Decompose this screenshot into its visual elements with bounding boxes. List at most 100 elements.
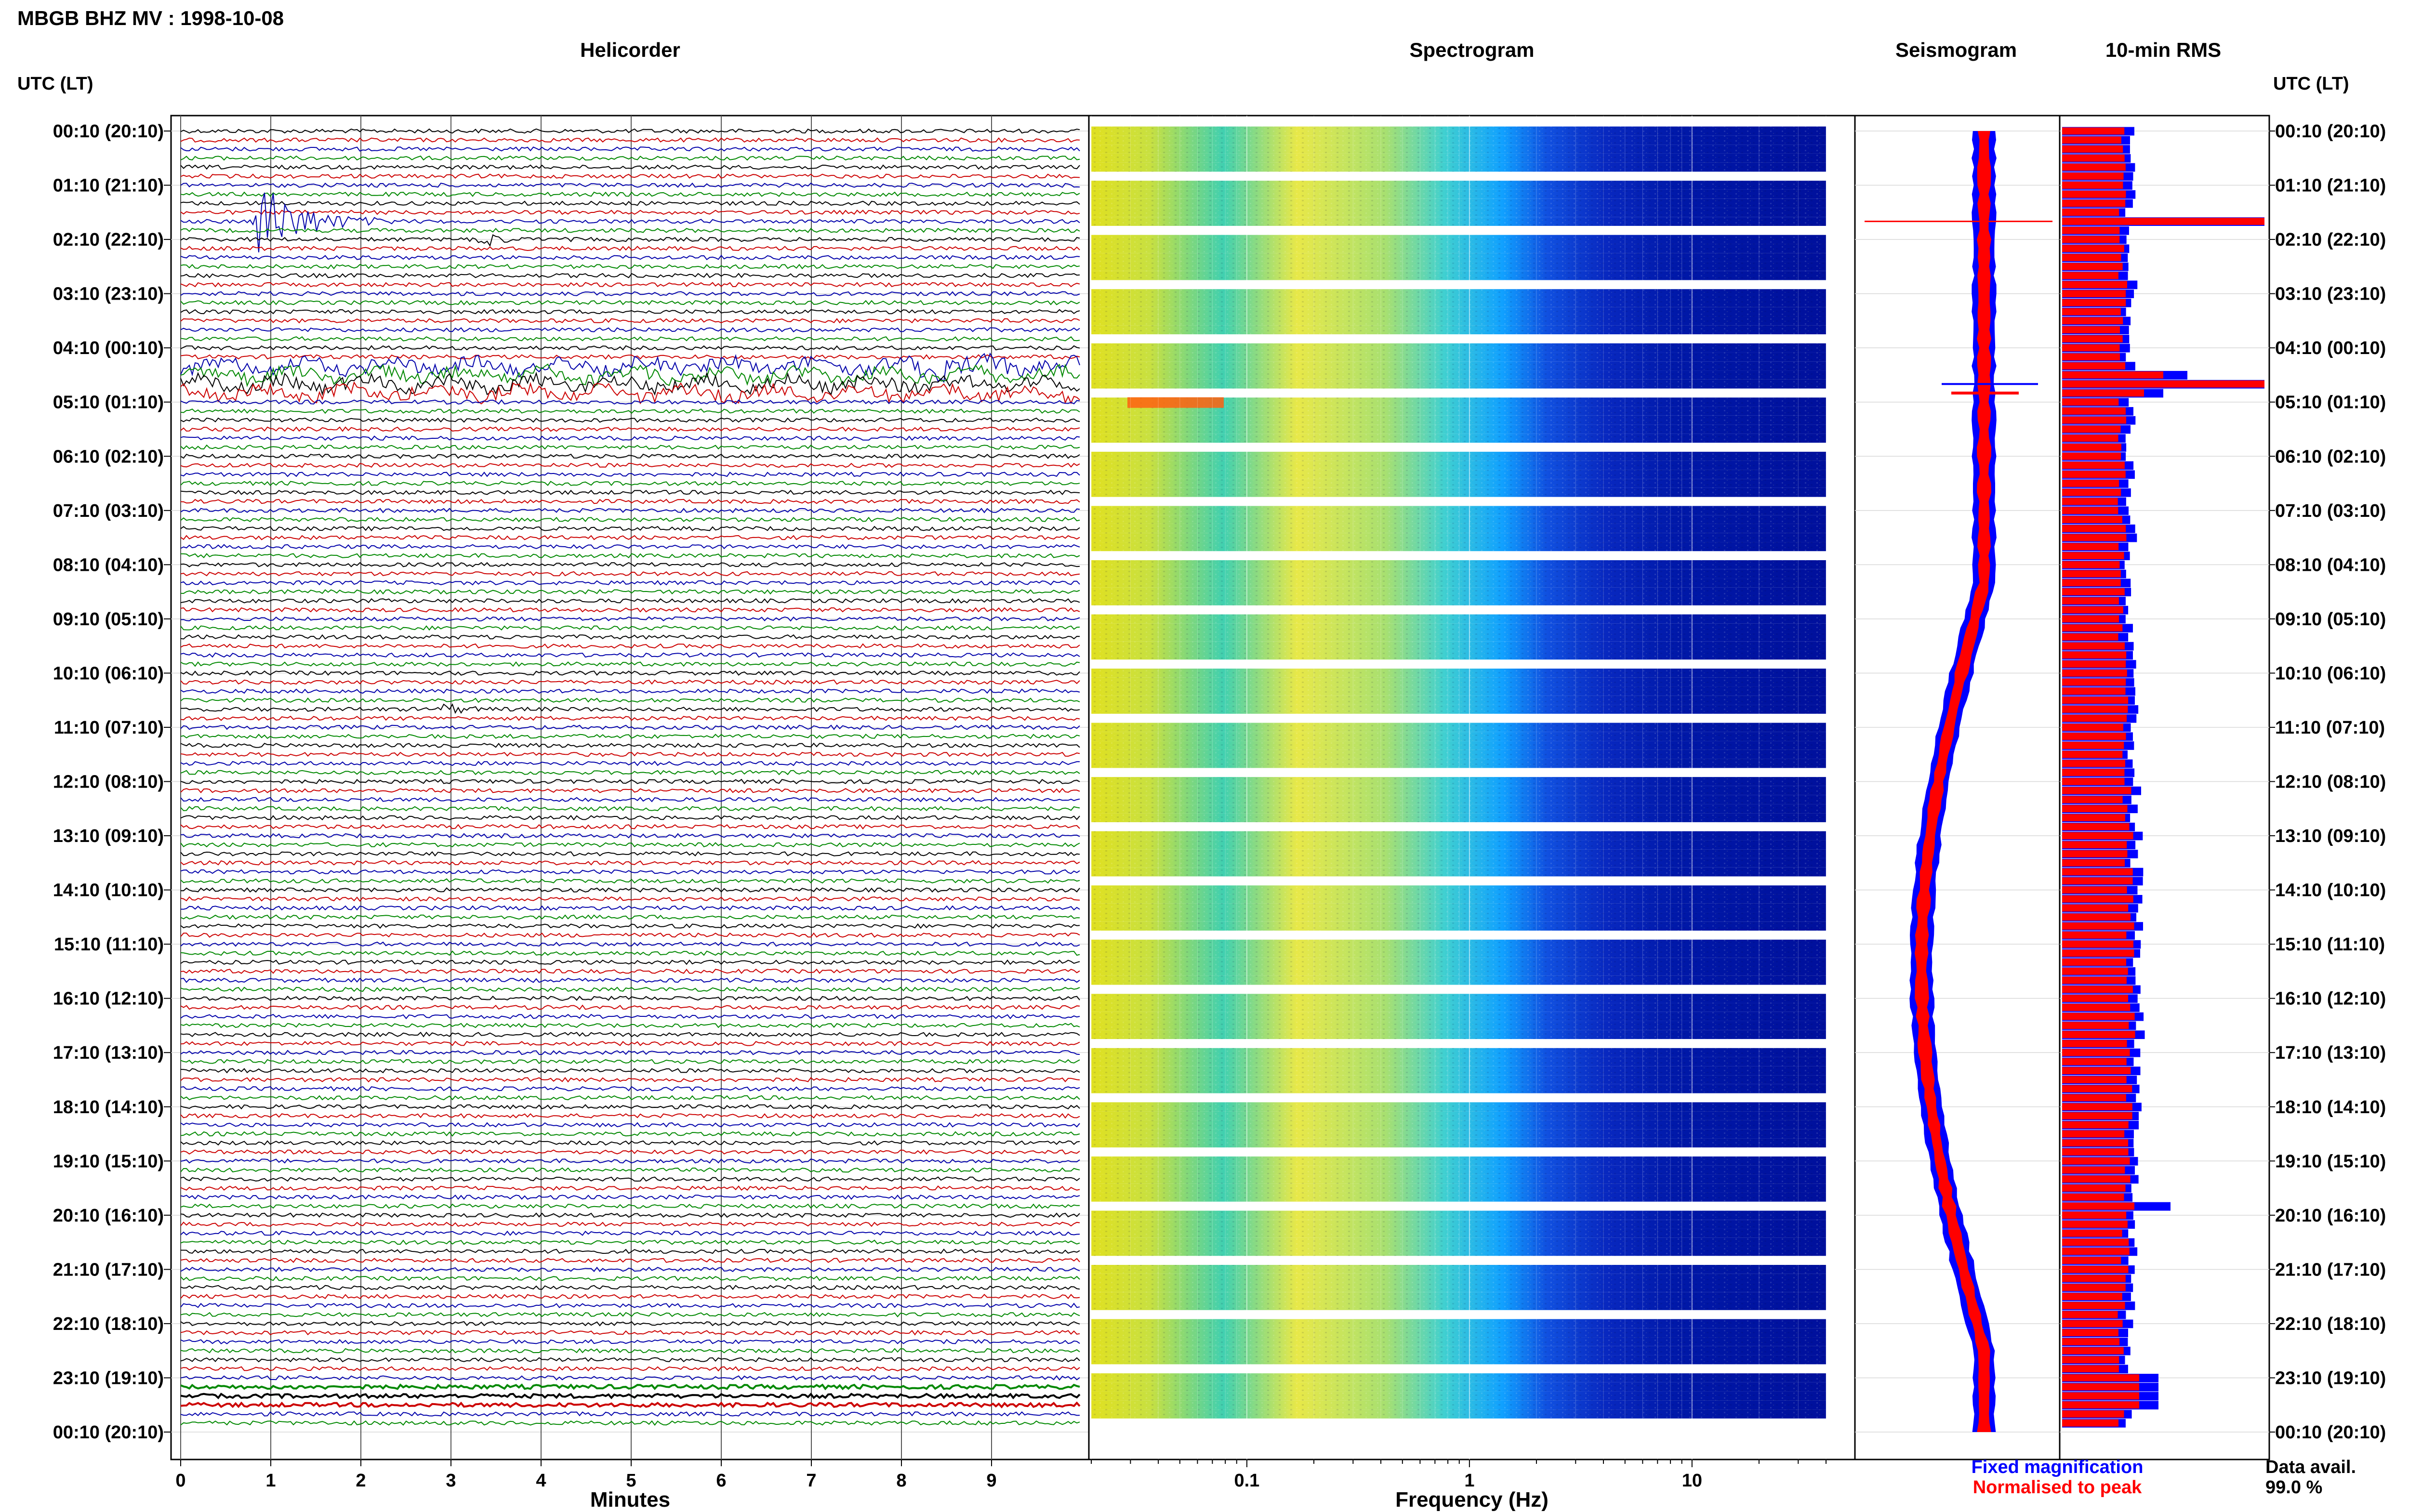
rms-bar-normalised bbox=[2062, 850, 2128, 857]
helicorder-trace bbox=[180, 1366, 1080, 1372]
helicorder-trace bbox=[180, 932, 1080, 938]
helicorder-trace bbox=[180, 977, 1080, 983]
helicorder-trace bbox=[180, 1104, 1080, 1110]
spectrogram-row-texture bbox=[1091, 975, 1826, 985]
helicorder-trace bbox=[180, 923, 1080, 929]
helicorder-trace bbox=[180, 1312, 1080, 1317]
rms-bar-normalised bbox=[2062, 940, 2133, 948]
rms-bar-normalised bbox=[2062, 1221, 2128, 1228]
rms-bar-normalised bbox=[2062, 1148, 2129, 1156]
rms-bar-normalised bbox=[2062, 823, 2130, 830]
spectrogram-row-texture bbox=[1091, 506, 1826, 515]
rms-bar-normalised bbox=[2062, 769, 2125, 776]
spectrogram-row-texture bbox=[1091, 1174, 1826, 1184]
rms-bar-normalised bbox=[2062, 778, 2125, 785]
helicorder-trace bbox=[180, 724, 1080, 730]
rms-bar-normalised bbox=[2062, 949, 2134, 957]
helicorder-trace bbox=[181, 1249, 1080, 1254]
minute-tick-label: 9 bbox=[986, 1471, 996, 1491]
minute-tick-label: 3 bbox=[446, 1471, 456, 1491]
helicorder-trace bbox=[180, 607, 1080, 613]
spectrogram-row-texture bbox=[1091, 1102, 1826, 1112]
rms-bar-normalised bbox=[2062, 1419, 2119, 1427]
left-time-tick-label: 14:10 (10:10) bbox=[53, 881, 164, 901]
helicorder-trace bbox=[180, 842, 1080, 848]
helicorder-trace bbox=[180, 1420, 1080, 1426]
left-time-tick-label: 07:10 (03:10) bbox=[53, 501, 164, 521]
rms-bar-normalised bbox=[2062, 1275, 2126, 1282]
spectrogram-row-texture bbox=[1091, 289, 1826, 299]
rms-bar-normalised bbox=[2062, 1401, 2139, 1409]
helicorder-trace bbox=[180, 128, 1080, 134]
spectrogram-row-texture bbox=[1091, 235, 1826, 244]
helicorder-trace bbox=[180, 995, 1080, 1001]
spectrogram-row-texture bbox=[1091, 198, 1826, 208]
rms-bar-normalised bbox=[2062, 1248, 2130, 1255]
rms-bars bbox=[2062, 127, 2264, 1428]
spectrogram-row-texture bbox=[1091, 1075, 1826, 1084]
helicorder-trace bbox=[180, 1383, 1080, 1391]
right-time-tick-label: 11:10 (07:10) bbox=[2275, 718, 2385, 738]
rms-bar-normalised bbox=[2062, 1184, 2126, 1192]
rms-bar-normalised bbox=[2062, 922, 2134, 930]
spectrogram-row-texture bbox=[1091, 343, 1826, 353]
helicorder-trace bbox=[180, 1258, 1080, 1263]
right-time-tick-label: 05:10 (01:10) bbox=[2275, 393, 2386, 413]
spectrogram-row-texture bbox=[1091, 696, 1826, 705]
helicorder-trace bbox=[180, 408, 1080, 414]
spectrogram-row-texture bbox=[1091, 145, 1826, 154]
data-availability-label: Data avail. bbox=[2265, 1457, 2356, 1477]
helicorder-trace bbox=[180, 1013, 1080, 1019]
helicorder-trace bbox=[181, 703, 1080, 714]
helicorder-trace bbox=[180, 426, 1080, 432]
right-time-tick-label: 18:10 (14:10) bbox=[2275, 1097, 2386, 1118]
helicorder-trace bbox=[180, 1050, 1080, 1055]
spectrogram-row-texture bbox=[1091, 1228, 1826, 1238]
spectrogram-row-texture bbox=[1091, 542, 1826, 552]
rms-bar-normalised bbox=[2062, 579, 2121, 587]
seismogram-normalised-trace bbox=[1914, 131, 1991, 1432]
seismogram-gridlines bbox=[1855, 131, 2060, 1433]
helicorder-trace bbox=[180, 1393, 1081, 1400]
rms-bar-normalised bbox=[2062, 895, 2133, 903]
rms-bar-normalised bbox=[2062, 1058, 2127, 1065]
rms-bar-normalised bbox=[2062, 1094, 2126, 1102]
spectrogram-row-texture bbox=[1091, 451, 1826, 461]
spectrogram-row-texture bbox=[1091, 867, 1826, 877]
helicorder-trace bbox=[180, 1357, 1080, 1363]
right-time-tick-label: 15:10 (11:10) bbox=[2275, 934, 2385, 955]
spectrogram-gridlines bbox=[1091, 116, 1827, 1459]
rms-bar-normalised bbox=[2062, 750, 2123, 758]
spectrogram-row-texture bbox=[1091, 1391, 1826, 1401]
helicorder-trace bbox=[180, 1176, 1080, 1182]
helicorder-trace bbox=[180, 959, 1080, 965]
left-time-tick-label: 01:10 (21:10) bbox=[53, 176, 164, 196]
rms-bar-normalised bbox=[2062, 1040, 2127, 1047]
spectrogram-row-texture bbox=[1091, 677, 1826, 687]
rms-bar-normalised bbox=[2062, 326, 2120, 334]
spectrogram-row-texture bbox=[1091, 948, 1826, 958]
helicorder-trace bbox=[180, 444, 1080, 450]
right-time-tick-label: 14:10 (10:10) bbox=[2275, 881, 2386, 901]
rms-bar-normalised bbox=[2062, 299, 2126, 306]
helicorder-trace bbox=[180, 851, 1080, 857]
helicorder-trace bbox=[180, 770, 1080, 776]
spectrogram-row-texture bbox=[1091, 1111, 1826, 1120]
spectrogram-row-texture bbox=[1091, 804, 1826, 814]
rms-bar-normalised bbox=[2062, 543, 2119, 551]
rms-bar-normalised bbox=[2062, 362, 2126, 370]
rms-bar-normalised bbox=[2062, 733, 2126, 740]
helicorder-trace bbox=[180, 499, 1080, 504]
rms-bar-normalised bbox=[2062, 552, 2124, 559]
helicorder-trace bbox=[180, 670, 1080, 676]
frequency-tick-label: 0.1 bbox=[1234, 1471, 1259, 1491]
left-time-tick-label: 12:10 (08:10) bbox=[53, 772, 164, 792]
helicorder-trace bbox=[180, 742, 1080, 748]
helicorder-trace bbox=[180, 797, 1080, 802]
rms-bar-normalised bbox=[2062, 145, 2123, 153]
right-axis-label: UTC (LT) bbox=[2273, 74, 2349, 94]
spectrogram-row-texture bbox=[1091, 217, 1826, 226]
spectrogram-row-texture bbox=[1091, 361, 1826, 371]
rms-bar-normalised bbox=[2062, 814, 2125, 821]
spectrogram-row-texture bbox=[1091, 153, 1826, 163]
